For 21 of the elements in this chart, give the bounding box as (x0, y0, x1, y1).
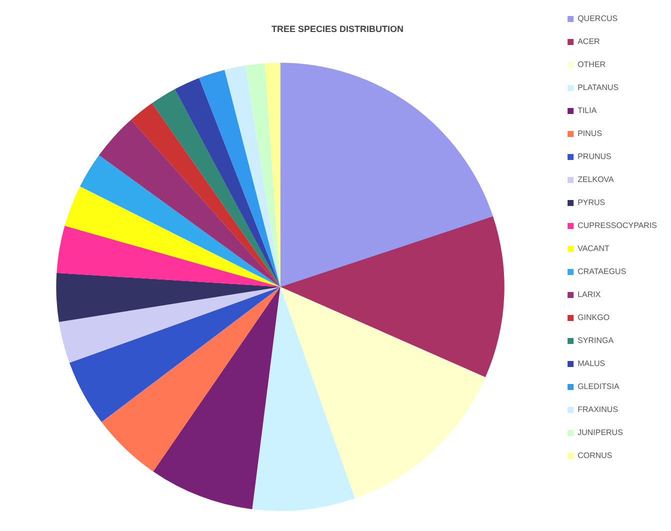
legend-label: MALUS (578, 359, 606, 368)
legend-label: QUERCUS (578, 14, 618, 24)
legend-label: CORNUS (578, 451, 612, 460)
legend-label: SYRINGA (578, 336, 614, 346)
legend-label: FRAXINUS (578, 405, 618, 414)
legend-label: GINKGO (578, 313, 610, 322)
legend-label: PYRUS (578, 198, 606, 208)
legend-label: TILIA (578, 106, 598, 116)
legend-label: CUPRESSOCYPARIS (578, 221, 658, 230)
legend-label: VACANT (578, 244, 610, 254)
legend-label: OTHER (578, 60, 606, 70)
legend-label: PINUS (578, 129, 602, 138)
legend-label: ACER (578, 37, 600, 46)
legend-label: JUNIPERUS (578, 428, 623, 438)
legend-label: PRUNUS (578, 152, 612, 162)
text: TREE SPECIES DISTRIBUTION (271, 24, 404, 34)
legend-label: ZELKOVA (578, 175, 615, 184)
legend-label: LARIX (578, 290, 602, 300)
legend-label: GLEDITSIA (578, 382, 620, 392)
legend-label: PLATANUS (578, 83, 619, 92)
legend-label: CRATAEGUS (578, 267, 626, 276)
